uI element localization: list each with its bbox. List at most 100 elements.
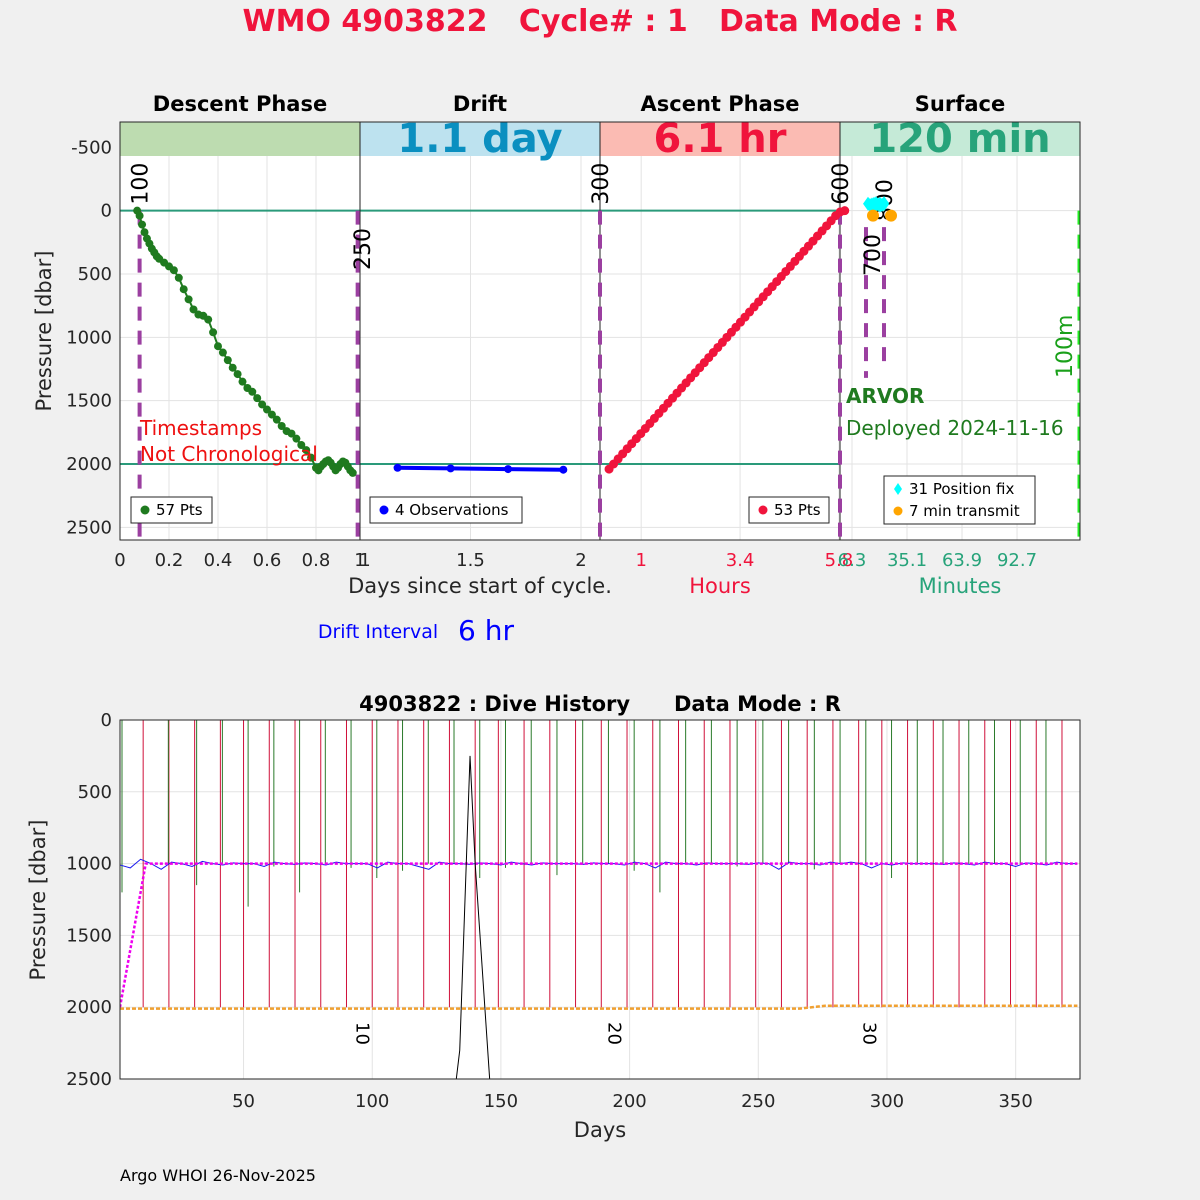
top-xtick-label: 2 bbox=[575, 550, 586, 571]
profile-target-line bbox=[120, 1004, 1078, 1010]
legend-swatch bbox=[758, 505, 768, 515]
bottom-xtick-label: 200 bbox=[612, 1091, 646, 1112]
legend-label: 7 min transmit bbox=[909, 502, 1020, 520]
descent-point bbox=[348, 468, 357, 477]
bottom-ytick-label: 500 bbox=[78, 782, 112, 803]
bottom-xtick-label: 300 bbox=[870, 1091, 904, 1112]
legend-label: 31 Position fix bbox=[909, 480, 1014, 498]
top-xtick-label: 6.3 bbox=[838, 550, 867, 571]
descent-point bbox=[223, 356, 232, 365]
legend-swatch bbox=[893, 506, 903, 516]
bottom-xtick-label: 250 bbox=[741, 1091, 775, 1112]
descent-point bbox=[238, 377, 247, 386]
timestamps-annotation: Timestamps bbox=[139, 416, 262, 440]
top-xlabel-hours: Hours bbox=[689, 574, 751, 598]
descent-point bbox=[135, 211, 144, 220]
descent-point bbox=[214, 342, 222, 351]
spike-line bbox=[455, 755, 491, 1079]
descent-point bbox=[228, 363, 237, 372]
descent-point bbox=[189, 305, 198, 314]
bottom-ytick-label: 2000 bbox=[66, 997, 112, 1018]
phase-title: Descent Phase bbox=[153, 92, 327, 116]
cycle-number-label: 20 bbox=[604, 1022, 625, 1045]
cycle-number-label: 30 bbox=[859, 1022, 880, 1045]
bottom-plot-area bbox=[120, 720, 1080, 1079]
top-plot-border bbox=[119, 121, 1081, 541]
phase-band bbox=[840, 122, 1080, 156]
top-xtick-label: 0.6 bbox=[253, 550, 282, 571]
bottom-ytick-label: 1000 bbox=[66, 854, 112, 875]
bottom-xtick-label: 50 bbox=[232, 1091, 255, 1112]
top-ytick-label: 2000 bbox=[66, 454, 112, 475]
top-xtick-label: 0.4 bbox=[204, 550, 233, 571]
deployed-date-label: Deployed 2024-11-16 bbox=[846, 416, 1064, 440]
phase-band bbox=[120, 122, 360, 156]
descent-point bbox=[169, 266, 178, 275]
bottom-ytick-label: 0 bbox=[101, 710, 112, 731]
bottom-xtick-label: 350 bbox=[998, 1091, 1032, 1112]
descent-point bbox=[204, 315, 213, 324]
bottom-ytick-label: 1500 bbox=[66, 925, 112, 946]
descent-point bbox=[174, 273, 183, 282]
top-ylabel: Pressure [dbar] bbox=[32, 251, 56, 412]
drift-history-line bbox=[120, 858, 1078, 870]
cycle-number-label: 10 bbox=[351, 1022, 372, 1045]
descent-point bbox=[258, 400, 267, 409]
phase-title: Ascent Phase bbox=[641, 92, 800, 116]
bottom-xtick-label: 100 bbox=[355, 1091, 389, 1112]
footer-credit: Argo WHOI 26-Nov-2025 bbox=[120, 1166, 316, 1185]
drift-interval-value: 6 hr bbox=[458, 614, 514, 647]
bottom-series-group bbox=[120, 720, 1078, 1079]
descent-point bbox=[263, 405, 271, 414]
legend-swatch bbox=[140, 505, 150, 515]
legend-swatch bbox=[379, 505, 389, 515]
top-ytick-label: 500 bbox=[78, 264, 112, 285]
phase-band-label: 120 min bbox=[869, 116, 1050, 162]
position-fix-point bbox=[879, 196, 889, 211]
top-ytick-label: -500 bbox=[71, 137, 112, 158]
legend-label: 53 Pts bbox=[774, 501, 821, 519]
descent-point bbox=[140, 228, 149, 237]
legend-box bbox=[883, 475, 1036, 525]
top-xtick-label: 5.8 bbox=[825, 550, 854, 571]
top-xtick-label: 35.1 bbox=[887, 550, 927, 571]
descent-point bbox=[292, 434, 301, 443]
top-xtick-label: 1 bbox=[359, 550, 370, 571]
top-xlabel-minutes: Minutes bbox=[919, 574, 1002, 598]
top-xlabel-days: Days since start of cycle. bbox=[348, 574, 612, 598]
top-xtick-label: 0 bbox=[114, 550, 125, 571]
phase-band-label: 1.1 day bbox=[397, 116, 562, 162]
top-xtick-label: 1 bbox=[354, 550, 365, 571]
drift-interval-label: Drift Interval bbox=[318, 621, 438, 643]
drift-point bbox=[446, 464, 455, 473]
drift-point bbox=[559, 465, 568, 474]
phase-band bbox=[360, 122, 600, 156]
legend-swatch bbox=[894, 483, 902, 495]
top-xtick-label: 1 bbox=[635, 550, 646, 571]
descent-point bbox=[272, 415, 281, 424]
cycle-marker-label: 100 bbox=[129, 163, 154, 205]
parking-target-line bbox=[120, 862, 1078, 1008]
descent-point bbox=[302, 446, 311, 455]
top-xtick-label: 1.5 bbox=[456, 550, 485, 571]
phase-band-label: 6.1 hr bbox=[654, 116, 787, 162]
surface-legend: 31 Position fix 7 min transmit bbox=[883, 475, 1036, 525]
figure-title: WMO 4903822 Cycle# : 1 Data Mode : R bbox=[242, 4, 958, 39]
bottom-ylabel: Pressure [dbar] bbox=[26, 820, 50, 981]
descent-point bbox=[218, 348, 227, 357]
transmit-point bbox=[867, 209, 879, 222]
timestamps-annotation: Not Chronological bbox=[140, 442, 318, 466]
cycle-marker-label: 300 bbox=[589, 163, 614, 205]
legend-label: 4 Observations bbox=[395, 501, 509, 519]
drift-legend: 4 Observations bbox=[369, 496, 523, 524]
descent-point bbox=[277, 422, 286, 430]
drift-point bbox=[393, 463, 402, 472]
cycle-marker-label: 600 bbox=[829, 163, 854, 205]
top-xtick-label: 3.4 bbox=[726, 550, 755, 571]
ascent-legend: 53 Pts bbox=[748, 496, 830, 524]
phase-band bbox=[600, 122, 840, 156]
descent-point bbox=[287, 429, 296, 438]
descent-legend: 57 Pts bbox=[130, 496, 213, 524]
top-xtick-label: 92.7 bbox=[997, 550, 1037, 571]
descent-point bbox=[233, 370, 242, 379]
